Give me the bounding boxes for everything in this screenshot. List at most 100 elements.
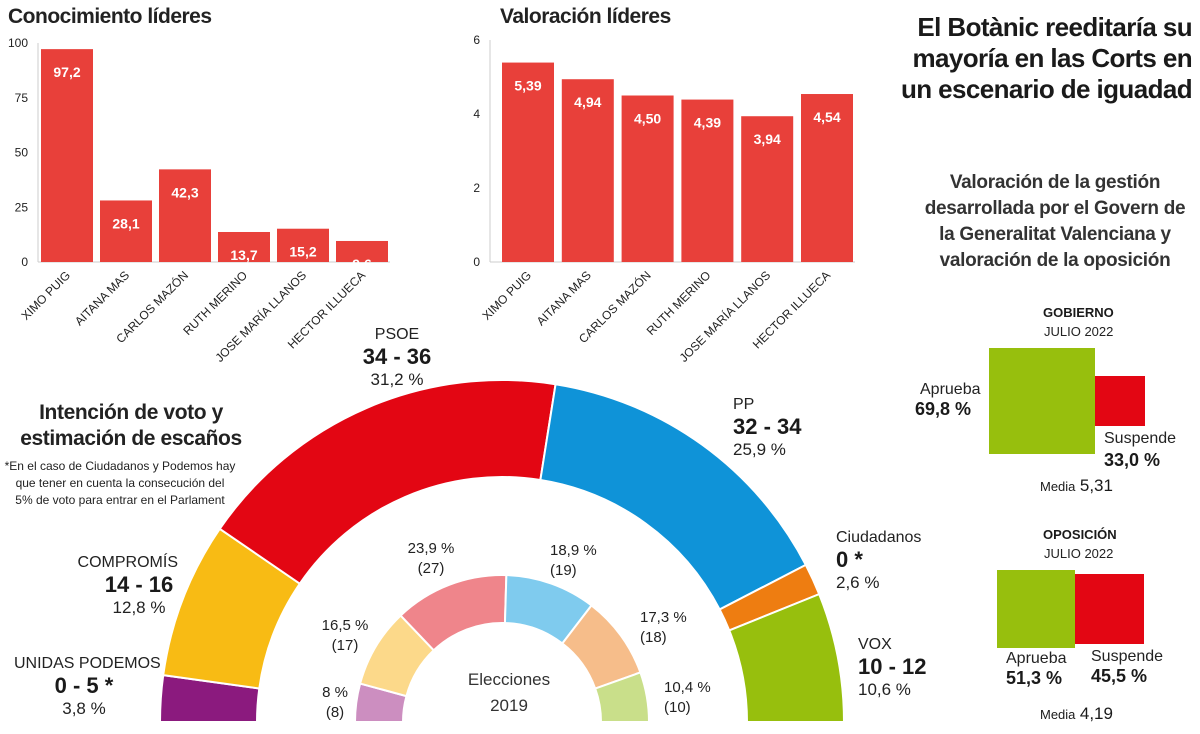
- prev-label-3: 18,9 % (19): [550, 541, 597, 581]
- y-tick-label: 25: [15, 200, 29, 214]
- party-pct: 12,8 %: [112, 598, 166, 617]
- y-tick-label: 6: [473, 33, 480, 47]
- gobierno-fail-value: 33,0 %: [1104, 450, 1161, 470]
- x-tick-label: XIMO PUIG: [479, 268, 534, 323]
- gobierno-date: JULIO 2022: [1044, 324, 1114, 339]
- bar-value-label: 3,94: [754, 131, 781, 147]
- y-tick-label: 50: [15, 146, 29, 160]
- prev-label-0: 8 % (8): [318, 683, 352, 723]
- oposicion-approve-value: 51,3 %: [1006, 668, 1063, 688]
- title-line: Intención de voto y: [39, 401, 223, 424]
- party-seats: 0 *: [836, 547, 863, 572]
- label-line: 2019: [490, 696, 528, 715]
- prev-pct: 23,9 %: [407, 540, 455, 557]
- bar-value-label: 4,39: [694, 115, 721, 131]
- gobierno-approve-square: [989, 348, 1096, 455]
- bar-value-label: 4,94: [574, 94, 601, 110]
- subtitle-line: desarrollada por el Govern de: [924, 198, 1186, 219]
- party-name: UNIDAS PODEMOS: [14, 655, 161, 672]
- prev-label-1: 16,5 % (17): [318, 616, 372, 656]
- prev-pct: 16,5 %: [321, 617, 369, 634]
- elecciones-2019-label: Elecciones 2019: [455, 667, 563, 719]
- subtitle-line: valoración de la oposición: [939, 250, 1171, 271]
- bar: [159, 169, 211, 262]
- prev-pct: 10,4 %: [664, 679, 711, 696]
- main-headline: El Botànic reeditaría su mayoría en las …: [900, 12, 1193, 105]
- valoracion-gestion-title: Valoración de la gestión desarrollada po…: [910, 170, 1200, 274]
- bar: [561, 79, 614, 262]
- party-seats: 14 - 16: [104, 572, 174, 597]
- chart-title-valoracion: Valoración líderes: [500, 5, 671, 28]
- bar: [502, 62, 554, 262]
- party-label-ciudadanos: Ciudadanos 0 * 2,6 %: [836, 529, 921, 593]
- bar: [336, 240, 388, 262]
- party-name: VOX: [858, 636, 892, 653]
- title-line: estimación de escaños: [20, 427, 242, 450]
- gobierno-mean: Media 5,31: [1040, 476, 1113, 496]
- seat-arc-segment: [218, 379, 557, 586]
- gobierno-fail-label: Suspende: [1104, 430, 1177, 447]
- oposicion-approve-square: [997, 570, 1075, 648]
- party-pct: 31,2 %: [370, 370, 424, 389]
- note-line: *En el caso de Ciudadanos y Podemos hay: [4, 459, 236, 473]
- oposicion-approve-label: Aprueba: [1006, 650, 1067, 667]
- y-tick-label: 2: [473, 181, 480, 195]
- prev-pct: 8 %: [322, 684, 348, 701]
- party-seats: 34 - 36: [362, 344, 432, 369]
- bar: [801, 94, 853, 263]
- y-tick-label: 100: [8, 36, 28, 50]
- party-name: Ciudadanos: [836, 529, 922, 546]
- bar: [218, 231, 270, 262]
- mean-value: 5,31: [1079, 476, 1113, 495]
- bar: [741, 116, 794, 262]
- party-name: PSOE: [374, 326, 420, 343]
- headline-line: El Botànic reeditaría su: [917, 12, 1192, 42]
- bar-value-label: 4,50: [634, 111, 661, 127]
- x-tick-label: XIMO PUIG: [18, 268, 73, 323]
- prev-label-5: 10,4 % (10): [664, 678, 711, 718]
- party-seats: 32 - 34: [733, 414, 802, 439]
- headline-line: mayoría en las Corts en: [912, 43, 1192, 73]
- footnote: *En el caso de Ciudadanos y Podemos hay …: [0, 458, 240, 509]
- bar-value-label: 4,54: [813, 109, 840, 125]
- prev-seats: (10): [664, 699, 691, 716]
- prev-pct: 17,3 %: [640, 609, 687, 626]
- seat-arc-segment: [727, 592, 846, 723]
- party-label-psoe: PSOE 34 - 36 31,2 %: [340, 326, 454, 390]
- vote-intention-title: Intención de voto y estimación de escaño…: [20, 400, 242, 452]
- bar-value-label: 15,2: [289, 244, 316, 260]
- party-name: COMPROMÍS: [77, 554, 178, 571]
- chart-title-conocimiento: Conocimiento líderes: [8, 5, 212, 28]
- mean-label: Media: [1040, 707, 1076, 722]
- oposicion-fail-square: [1074, 574, 1145, 644]
- x-tick-label: AITANA MAS: [534, 268, 594, 328]
- headline-line: un escenario de iguadad: [900, 74, 1193, 104]
- y-tick-label: 75: [15, 91, 29, 105]
- bar: [100, 200, 152, 262]
- bar: [41, 49, 93, 262]
- bar-value-label: 97,2: [53, 64, 80, 80]
- gobierno-label: GOBIERNO: [1043, 305, 1114, 320]
- oposicion-mean: Media 4,19: [1040, 704, 1113, 724]
- gobierno-approve-value: 69,8 %: [915, 399, 972, 419]
- bar-value-label: 13,7: [230, 247, 257, 263]
- gobierno-approve-label: Aprueba: [920, 381, 981, 398]
- party-label-compromis: COMPROMÍS 14 - 16 12,8 %: [60, 554, 178, 618]
- note-line: que tener en cuenta la consecución del: [15, 476, 225, 490]
- mean-label: Media: [1040, 479, 1076, 494]
- party-label-vox: VOX 10 - 12 10,6 %: [858, 636, 927, 700]
- bar: [681, 99, 734, 262]
- prev-election-arc-segment: [593, 671, 651, 723]
- note-line: 5% de voto para entrar en el Parlament: [15, 493, 225, 507]
- gobierno-fail-square: [1095, 375, 1146, 427]
- subtitle-line: Valoración de la gestión: [949, 172, 1161, 193]
- party-pct: 3,8 %: [62, 699, 106, 718]
- prev-seats: (8): [325, 704, 345, 721]
- label-line: Elecciones: [467, 670, 551, 689]
- prev-label-2: 23,9 % (27): [402, 539, 460, 579]
- oposicion-label: OPOSICIÓN: [1043, 527, 1117, 542]
- prev-seats: (19): [550, 562, 577, 579]
- party-seats: 10 - 12: [858, 654, 927, 679]
- bar: [277, 228, 329, 262]
